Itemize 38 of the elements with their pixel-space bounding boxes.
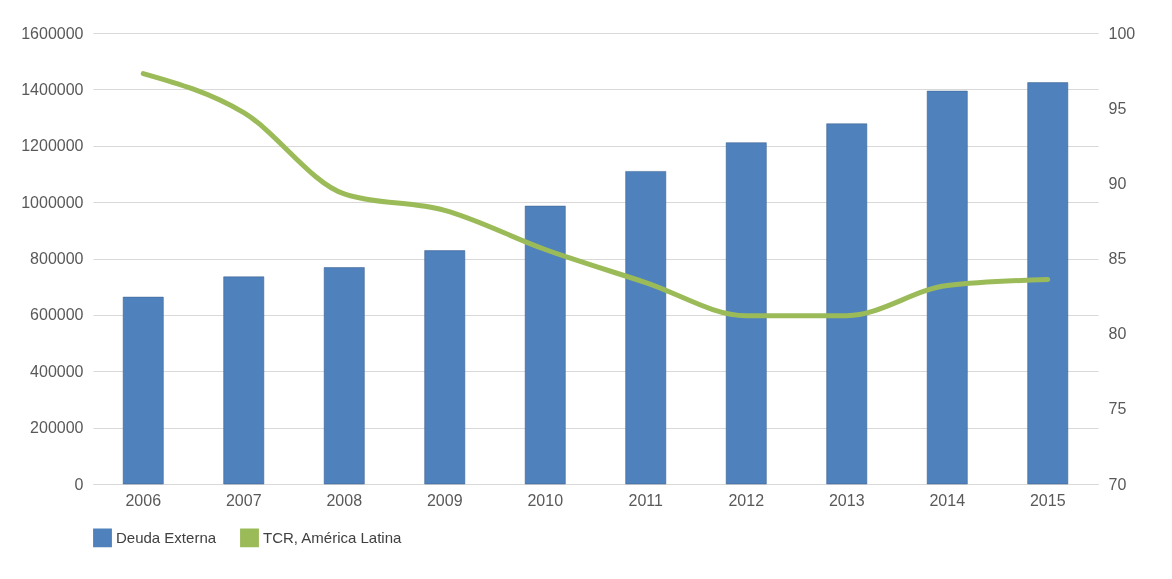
bar bbox=[725, 142, 767, 485]
x-tick-label: 2010 bbox=[527, 491, 564, 509]
bar bbox=[223, 276, 265, 485]
x-tick-label: 2009 bbox=[426, 491, 463, 509]
bar bbox=[625, 171, 667, 485]
y-tick-label: 1400000 bbox=[21, 80, 84, 98]
bar bbox=[826, 123, 868, 485]
x-tick-label: 2015 bbox=[1029, 491, 1066, 509]
y-tick-label: 1600000 bbox=[21, 24, 84, 42]
bar bbox=[524, 205, 566, 485]
bar bbox=[424, 250, 466, 485]
y-tick-label: 400000 bbox=[30, 362, 84, 380]
y-tick-label: 200000 bbox=[30, 419, 84, 437]
x-tick-label: 2007 bbox=[225, 491, 262, 509]
bar bbox=[323, 267, 365, 485]
bar bbox=[1027, 82, 1069, 485]
y2-tick-label: 80 bbox=[1108, 325, 1127, 343]
x-tick-label: 2011 bbox=[628, 491, 664, 509]
bar bbox=[926, 90, 968, 485]
legend-label: TCR, América Latina bbox=[263, 528, 403, 546]
y2-tick-label: 100 bbox=[1108, 24, 1136, 42]
y-tick-label: 1000000 bbox=[21, 193, 84, 211]
x-tick-label: 2006 bbox=[125, 491, 162, 509]
x-tick-label: 2013 bbox=[828, 491, 865, 509]
y-tick-label: 800000 bbox=[30, 250, 84, 267]
y2-tick-label: 95 bbox=[1108, 99, 1127, 117]
legend-label: Deuda Externa bbox=[116, 528, 217, 546]
x-tick-label: 2014 bbox=[929, 491, 966, 509]
y2-tick-label: 70 bbox=[1108, 475, 1127, 493]
y2-tick-label: 85 bbox=[1108, 250, 1127, 267]
x-tick-label: 2012 bbox=[728, 491, 765, 509]
x-tick-label: 2008 bbox=[326, 491, 363, 509]
y-tick-label: 600000 bbox=[30, 306, 84, 324]
y2-tick-label: 90 bbox=[1108, 174, 1127, 192]
y-tick-label: 1200000 bbox=[21, 137, 84, 155]
y2-tick-label: 75 bbox=[1108, 400, 1127, 418]
bar bbox=[122, 296, 164, 485]
y-tick-label: 0 bbox=[74, 475, 84, 493]
